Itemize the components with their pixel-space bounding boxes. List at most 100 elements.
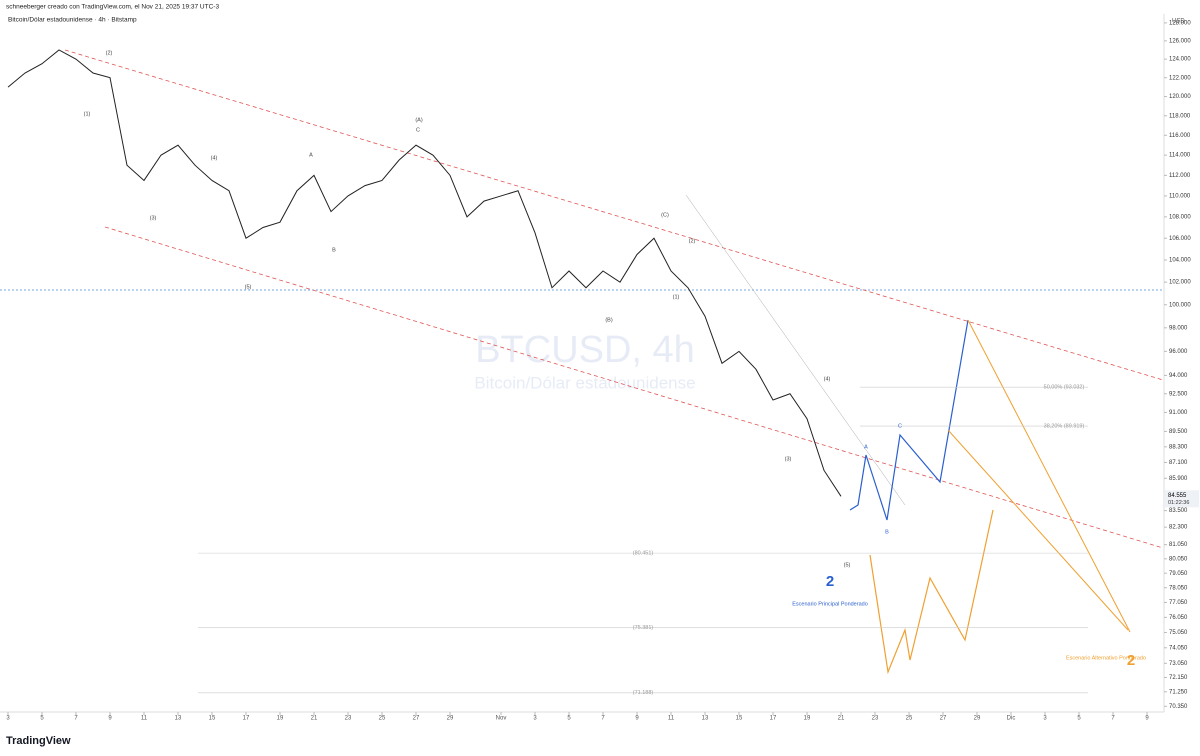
- x-tick-label: 17: [243, 716, 250, 722]
- y-tick-label: 124.000: [1169, 57, 1191, 63]
- x-tick-label: 21: [311, 716, 318, 722]
- x-tick-label: 29: [974, 716, 981, 722]
- y-tick-label: 80.050: [1169, 556, 1188, 562]
- wave-label: (5): [844, 562, 851, 568]
- fib-label: 50,00% (93.032): [1044, 385, 1085, 391]
- wave-label: A: [309, 152, 313, 158]
- x-tick-label: 3: [6, 716, 10, 722]
- wave-label: (4): [211, 155, 218, 161]
- y-tick-label: 116.000: [1169, 133, 1191, 139]
- scenario-alt: [869, 509, 994, 675]
- scenario-alt: [947, 429, 1129, 631]
- x-tick-label: Dic: [1007, 716, 1016, 722]
- trend-line: [685, 194, 906, 506]
- x-tick-label: 9: [635, 716, 639, 722]
- x-tick-label: 7: [74, 716, 78, 722]
- scenario-label: Escenario Alternativo Ponderado: [1066, 655, 1146, 661]
- x-tick-label: 9: [1145, 716, 1149, 722]
- countdown: 01:22:36: [1168, 500, 1189, 506]
- wave-label: (3): [150, 215, 157, 221]
- x-tick-label: 5: [40, 716, 44, 722]
- y-tick-label: 114.000: [1169, 153, 1191, 159]
- y-tick-label: 85.900: [1169, 476, 1188, 482]
- author-line: schneeberger creado con TradingView.com,…: [6, 4, 219, 11]
- logo: TradingView: [6, 735, 71, 747]
- scenario-label: Escenario Principal Ponderado: [792, 601, 868, 607]
- y-tick-label: 81.050: [1169, 542, 1188, 548]
- x-tick-label: 29: [447, 716, 454, 722]
- x-tick-label: 11: [668, 716, 675, 722]
- y-tick-label: 71.250: [1169, 689, 1188, 695]
- price-line: [7, 49, 842, 497]
- watermark-sub: Bitcoin/Dólar estadounidense: [474, 373, 695, 392]
- y-tick-label: 89.500: [1169, 429, 1188, 435]
- wave-label: 2: [826, 573, 834, 590]
- y-tick-label: 128.000: [1169, 20, 1191, 26]
- y-tick-label: 126.000: [1169, 38, 1191, 44]
- y-tick-label: 75.050: [1169, 630, 1188, 636]
- wave-label: (4): [824, 376, 831, 382]
- x-tick-label: 5: [1077, 716, 1081, 722]
- wave-label: C: [898, 423, 902, 429]
- wave-label: (C): [661, 212, 669, 218]
- y-tick-label: 70.350: [1169, 704, 1188, 710]
- x-tick-label: 27: [940, 716, 947, 722]
- wave-label: B: [332, 247, 336, 253]
- fib-label: (80.451): [633, 551, 654, 557]
- watermark: BTCUSD, 4h: [475, 329, 695, 371]
- x-tick-label: 3: [1043, 716, 1047, 722]
- x-tick-label: 11: [141, 716, 148, 722]
- x-tick-label: 15: [736, 716, 743, 722]
- last-price-label: 84.555: [1168, 493, 1187, 499]
- x-tick-label: 7: [601, 716, 605, 722]
- x-tick-label: 5: [567, 716, 571, 722]
- y-tick-label: 79.050: [1169, 571, 1188, 577]
- y-tick-label: 82.300: [1169, 525, 1188, 531]
- last-price-box: [1165, 490, 1199, 508]
- y-tick-label: 92.500: [1169, 391, 1188, 397]
- wave-label: 2: [1127, 652, 1135, 669]
- x-tick-label: 23: [345, 716, 352, 722]
- wave-label: (3): [785, 456, 792, 462]
- wave-label: C: [416, 127, 420, 133]
- y-tick-label: 122.000: [1169, 75, 1191, 81]
- x-tick-label: 3: [533, 716, 537, 722]
- y-tick-label: 106.000: [1169, 236, 1191, 242]
- y-tick-label: 78.050: [1169, 585, 1188, 591]
- y-tick-label: 100.000: [1169, 302, 1191, 308]
- y-tick-label: 73.050: [1169, 661, 1188, 667]
- y-tick-label: 83.500: [1169, 508, 1188, 514]
- x-tick-label: 9: [108, 716, 112, 722]
- y-tick-label: 98.000: [1169, 325, 1188, 331]
- wave-label: (2): [106, 50, 113, 56]
- x-tick-label: 17: [770, 716, 777, 722]
- x-tick-label: 7: [1111, 716, 1115, 722]
- y-tick-label: 87.100: [1169, 460, 1188, 466]
- y-tick-label: 104.000: [1169, 258, 1191, 264]
- y-tick-label: 94.000: [1169, 373, 1188, 379]
- channel-upper: [64, 49, 1164, 381]
- x-tick-label: 13: [702, 716, 709, 722]
- y-tick-label: 112.000: [1169, 173, 1191, 179]
- wave-label: (1): [84, 111, 91, 117]
- y-tick-label: 76.050: [1169, 615, 1188, 621]
- fib-label: 38,20% (89.919): [1044, 424, 1085, 430]
- x-tick-label: 13: [175, 716, 182, 722]
- scenario-alt: [967, 319, 1131, 633]
- y-tick-label: 120.000: [1169, 94, 1191, 100]
- wave-label: B: [885, 529, 889, 535]
- currency: USD: [1172, 19, 1185, 25]
- x-tick-label: 27: [413, 716, 420, 722]
- y-tick-label: 102.000: [1169, 280, 1191, 286]
- x-tick-label: 23: [872, 716, 879, 722]
- y-tick-label: 96.000: [1169, 349, 1188, 355]
- x-tick-label: Nov: [496, 716, 507, 722]
- wave-label: (5): [245, 284, 252, 290]
- fib-label: (75.381): [633, 625, 654, 631]
- y-tick-label: 74.050: [1169, 645, 1188, 651]
- y-tick-label: 108.000: [1169, 214, 1191, 220]
- x-tick-label: 21: [838, 716, 845, 722]
- x-tick-label: 19: [804, 716, 811, 722]
